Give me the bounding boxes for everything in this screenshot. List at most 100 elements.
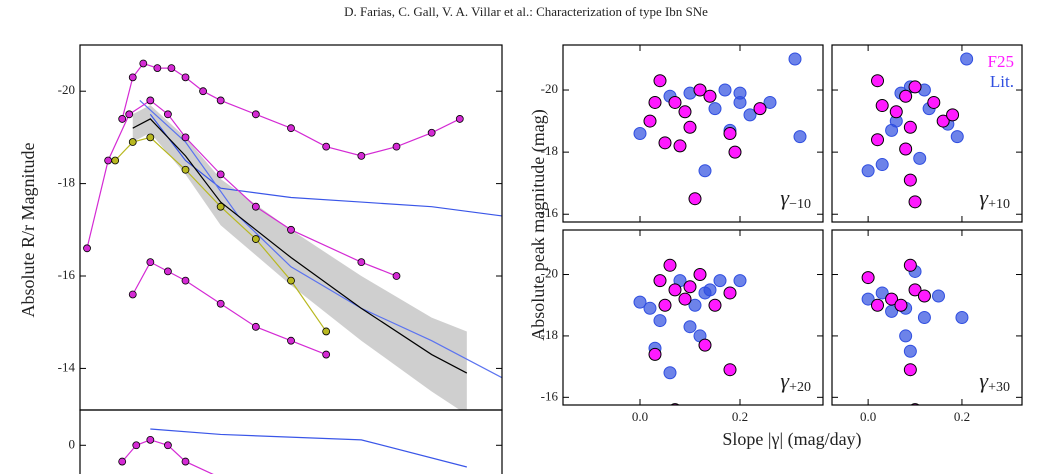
data-point <box>908 195 922 209</box>
axes-frame <box>831 229 1023 406</box>
axes-frame <box>831 44 1023 223</box>
data-point <box>111 156 120 165</box>
data-point <box>708 102 722 116</box>
data-point <box>132 441 141 450</box>
x-axis-label: Slope |γ| (mag/day) <box>722 429 861 450</box>
data-point <box>960 52 974 66</box>
data-point <box>743 108 757 122</box>
x-tick-label: 0.2 <box>732 409 748 424</box>
page-header: D. Farias, C. Gall, V. A. Villar et al.:… <box>344 4 708 19</box>
axes-frame <box>562 229 824 406</box>
data-point <box>728 145 742 159</box>
data-point <box>322 350 331 359</box>
data-point <box>216 170 225 179</box>
data-point <box>931 289 945 303</box>
y-tick-label: -20 <box>541 266 558 281</box>
data-point <box>251 202 260 211</box>
data-point <box>83 244 91 253</box>
data-point <box>146 258 155 267</box>
y-tick-label: -18 <box>541 143 558 158</box>
light-curve <box>132 118 468 374</box>
data-point <box>753 102 767 116</box>
y-tick-label: -16 <box>541 388 559 403</box>
plot-area <box>861 52 974 209</box>
data-point <box>733 86 747 100</box>
data-point <box>322 142 331 151</box>
data-point <box>164 110 172 119</box>
data-point <box>104 156 113 165</box>
symbol: γ <box>780 185 790 210</box>
axes-frame <box>562 44 824 223</box>
data-point <box>899 142 913 156</box>
data-point <box>392 272 401 280</box>
subscript: −10 <box>789 197 811 212</box>
x-tick-label: 0.0 <box>632 409 648 424</box>
data-point <box>287 225 295 234</box>
data-point <box>913 151 927 165</box>
data-point <box>146 96 155 105</box>
data-point <box>663 258 677 272</box>
data-point <box>653 274 667 288</box>
data-point <box>871 133 885 147</box>
data-point <box>703 89 717 103</box>
data-point <box>678 292 692 306</box>
data-point <box>678 105 692 119</box>
data-point <box>871 298 885 312</box>
subscript: +20 <box>789 380 811 395</box>
data-point <box>908 80 922 94</box>
symbol: γ <box>979 368 989 393</box>
y-tick-label: -20 <box>541 81 558 96</box>
data-point <box>146 435 155 444</box>
data-point <box>955 311 969 324</box>
y-tick-label: -16 <box>541 205 559 220</box>
data-point <box>903 120 917 134</box>
data-point <box>216 96 225 105</box>
data-point <box>723 286 737 300</box>
data-point <box>181 165 190 174</box>
panel-label: γ+10 <box>979 185 1010 212</box>
subscript: +10 <box>988 197 1010 212</box>
x-tick-label: 0.2 <box>954 409 970 424</box>
data-point <box>164 267 172 276</box>
data-point <box>903 363 917 377</box>
data-point <box>693 83 707 97</box>
data-point <box>673 139 687 153</box>
data-point <box>181 457 190 466</box>
data-point <box>908 283 922 297</box>
data-point <box>698 286 712 300</box>
data-point <box>658 298 672 312</box>
data-point <box>899 89 913 103</box>
data-point <box>153 64 162 73</box>
data-point <box>889 105 903 119</box>
panel-label: γ+30 <box>979 368 1010 395</box>
axes-frame <box>79 409 503 474</box>
y-axis-label: Absolute R/r Magnitude <box>18 143 38 318</box>
data-point <box>251 110 260 119</box>
data-point <box>683 320 697 334</box>
y-tick-label: -18 <box>541 327 558 342</box>
data-point <box>899 329 913 343</box>
data-point <box>287 124 295 133</box>
symbol: γ <box>780 368 790 393</box>
data-point <box>693 268 707 282</box>
plot-area <box>83 59 502 410</box>
data-point <box>663 366 677 380</box>
data-point <box>708 298 722 312</box>
data-point <box>118 115 127 123</box>
data-point <box>118 457 127 466</box>
data-point <box>128 138 137 146</box>
data-point <box>763 95 777 109</box>
data-point <box>648 347 662 361</box>
data-point <box>885 292 899 306</box>
data-point <box>455 115 464 123</box>
data-point <box>713 274 727 288</box>
data-point <box>861 271 875 285</box>
error-band <box>132 105 467 410</box>
data-point <box>894 298 908 312</box>
x-tick-label: 0.0 <box>860 409 876 424</box>
data-point <box>688 298 702 312</box>
data-point <box>643 114 657 128</box>
data-point <box>181 133 190 142</box>
data-point <box>668 283 682 297</box>
